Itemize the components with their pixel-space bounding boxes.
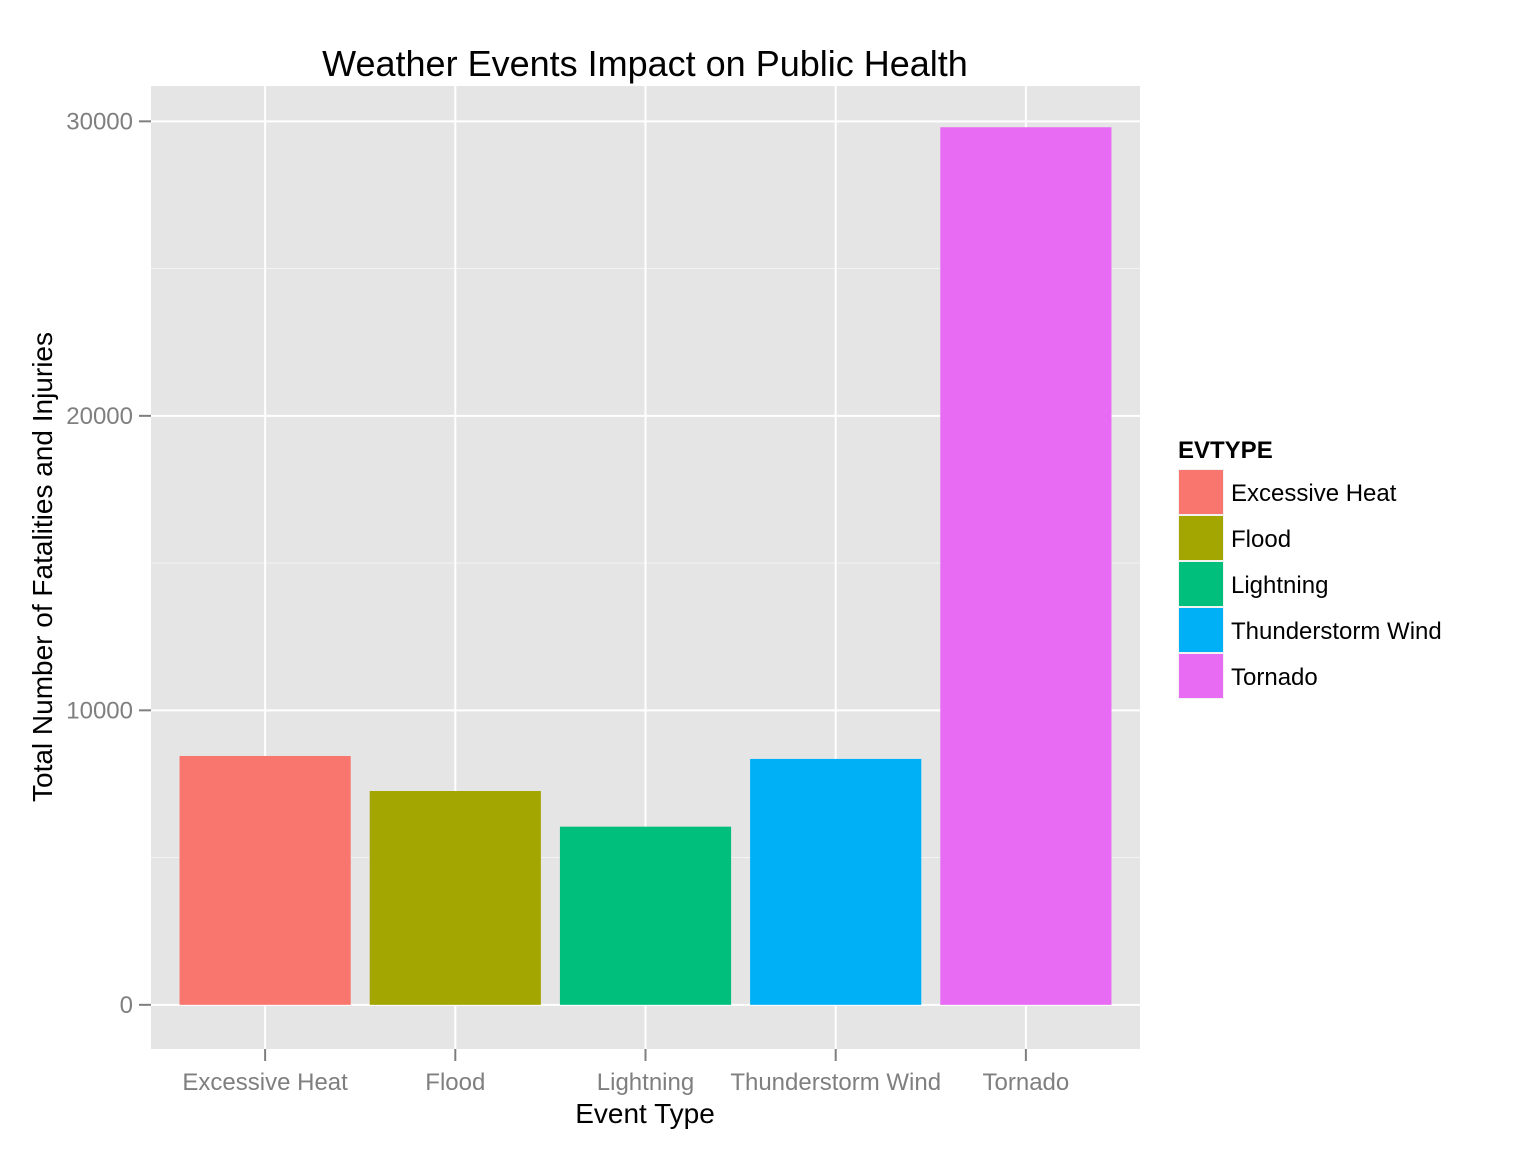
- legend-swatch: [1179, 608, 1223, 652]
- y-tick-label: 30000: [66, 108, 133, 135]
- bar-lightning: [559, 826, 732, 1005]
- x-axis: Excessive Heat Flood Lightning Thunderstorm…: [182, 1049, 1069, 1096]
- bar-flood: [369, 791, 541, 1005]
- y-tick-label: 20000: [66, 403, 133, 430]
- legend-items: Excessive Heat Flood Lightning Thunderstorm…: [1178, 469, 1442, 699]
- legend-title: EVTYPE: [1178, 437, 1273, 464]
- chart-title: Weather Events Impact on Public Health: [322, 43, 968, 84]
- x-tick-label: Flood: [425, 1069, 485, 1096]
- x-axis-title: Event Type: [575, 1098, 715, 1129]
- legend-label: Thunderstorm Wind: [1231, 618, 1442, 645]
- y-axis-title: Total Number of Fatalities and Injuries: [27, 332, 58, 802]
- legend-swatch: [1179, 562, 1223, 606]
- legend-label: Tornado: [1231, 664, 1318, 691]
- bars: [179, 127, 1112, 1005]
- legend-label: Lightning: [1231, 572, 1328, 599]
- legend-swatch: [1179, 470, 1223, 514]
- y-axis: 0 10000 20000 30000: [66, 108, 151, 1019]
- bar-thunderstorm-wind: [750, 758, 922, 1005]
- legend-swatch: [1179, 516, 1223, 560]
- x-tick-label: Excessive Heat: [182, 1069, 348, 1096]
- y-tick-label: 0: [120, 992, 133, 1019]
- x-tick-label: Thunderstorm Wind: [730, 1069, 941, 1096]
- bar-tornado: [940, 127, 1112, 1005]
- legend: EVTYPE Excessive Heat Flood Lightning Thund…: [1178, 437, 1442, 699]
- legend-label: Excessive Heat: [1231, 480, 1397, 507]
- legend-swatch: [1179, 654, 1223, 698]
- x-tick-label: Tornado: [983, 1069, 1070, 1096]
- bar-excessive-heat: [179, 755, 351, 1005]
- y-tick-label: 10000: [66, 697, 133, 724]
- legend-label: Flood: [1231, 526, 1291, 553]
- x-tick-label: Lightning: [597, 1069, 694, 1096]
